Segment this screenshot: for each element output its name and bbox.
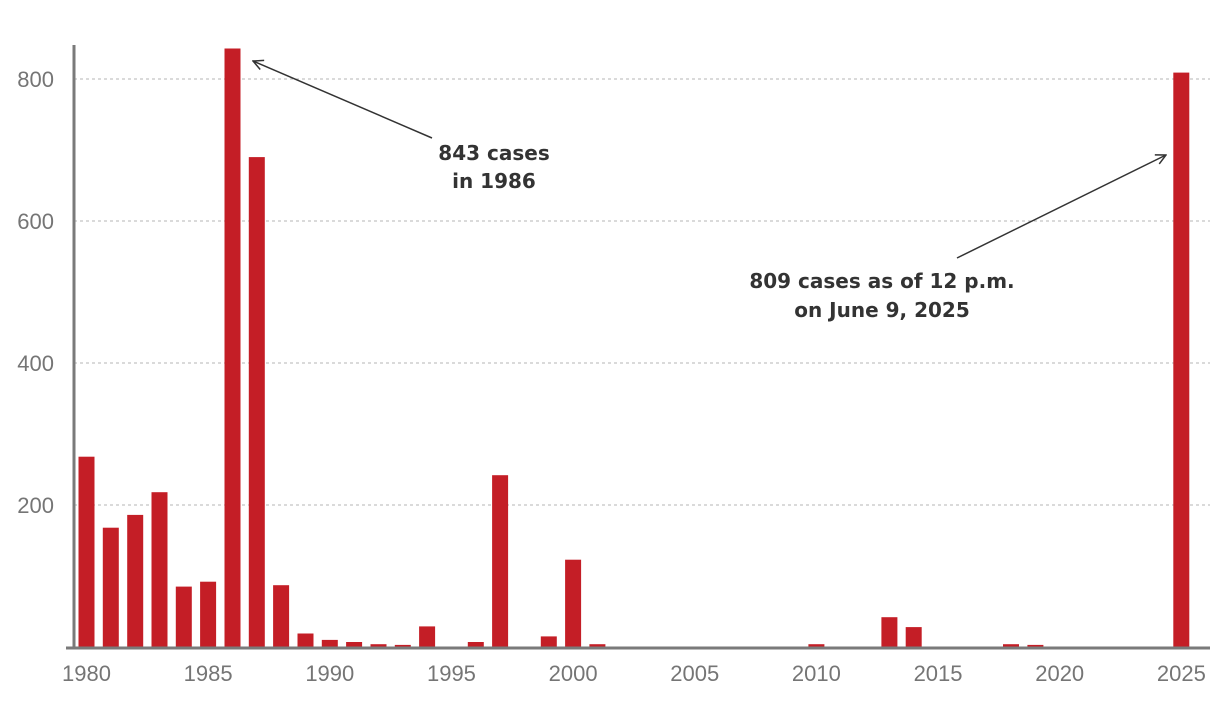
bar-1983 [151,492,168,647]
bar-1994 [419,626,436,647]
bar-1984 [175,586,192,647]
bar-1993 [394,644,411,647]
annotation-1986: 843 cases in 1986 [253,61,550,193]
annotation-text: 809 cases as of 12 p.m. [749,269,1014,293]
annotations: 843 cases in 1986 809 cases as of 12 p.m. o… [253,61,1166,322]
bar-1987 [248,157,265,647]
bar-1997 [492,475,509,647]
annotation-text: on June 9, 2025 [794,298,970,322]
x-tick-label: 1985 [184,661,233,686]
bar-1990 [321,639,338,647]
annotation-text: in 1986 [452,169,536,193]
bar-1991 [346,642,363,647]
x-tick-labels: 1980 1985 1990 1995 2000 2005 2010 2015 2020 2025 [62,661,1206,686]
bar-2001 [589,644,606,647]
bar-2019 [1027,644,1044,647]
bar-1988 [273,585,290,647]
bar-1999 [540,636,557,647]
x-tick-label: 1980 [62,661,111,686]
bar-1992 [370,644,387,647]
x-tick-label: 2020 [1035,661,1084,686]
y-tick-label: 600 [17,209,54,234]
bar-1981 [102,527,119,647]
bar-2018 [1003,644,1019,647]
y-tick-label: 200 [17,493,54,518]
bar-1982 [127,514,144,647]
bar-2000 [565,559,582,647]
y-tick-label: 400 [17,351,54,376]
x-tick-label: 2015 [914,661,963,686]
x-tick-label: 2010 [792,661,841,686]
annotation-arrow [253,61,433,139]
x-tick-label: 1990 [305,661,354,686]
y-tick-labels: 200 400 600 800 [17,67,54,518]
x-tick-label: 1995 [427,661,476,686]
bar-2025 [1173,72,1190,648]
bar-1996 [467,642,484,647]
axes [66,45,1210,650]
bar-2014 [905,627,922,647]
bar-2013 [881,617,898,647]
annotation-text: 843 cases [438,141,549,165]
annotation-arrow [956,155,1166,259]
bar-1986 [224,48,241,647]
bar-1989 [297,633,314,647]
x-tick-label: 2000 [549,661,598,686]
annotation-2025: 809 cases as of 12 p.m. on June 9, 2025 [749,155,1166,322]
bar-1985 [200,581,217,647]
bars [78,48,1190,648]
bar-1980 [78,456,95,647]
x-tick-label: 2005 [670,661,719,686]
x-tick-label: 2025 [1157,661,1206,686]
gridlines [74,78,1210,506]
bar-2010 [808,644,825,647]
y-tick-label: 800 [17,67,54,92]
